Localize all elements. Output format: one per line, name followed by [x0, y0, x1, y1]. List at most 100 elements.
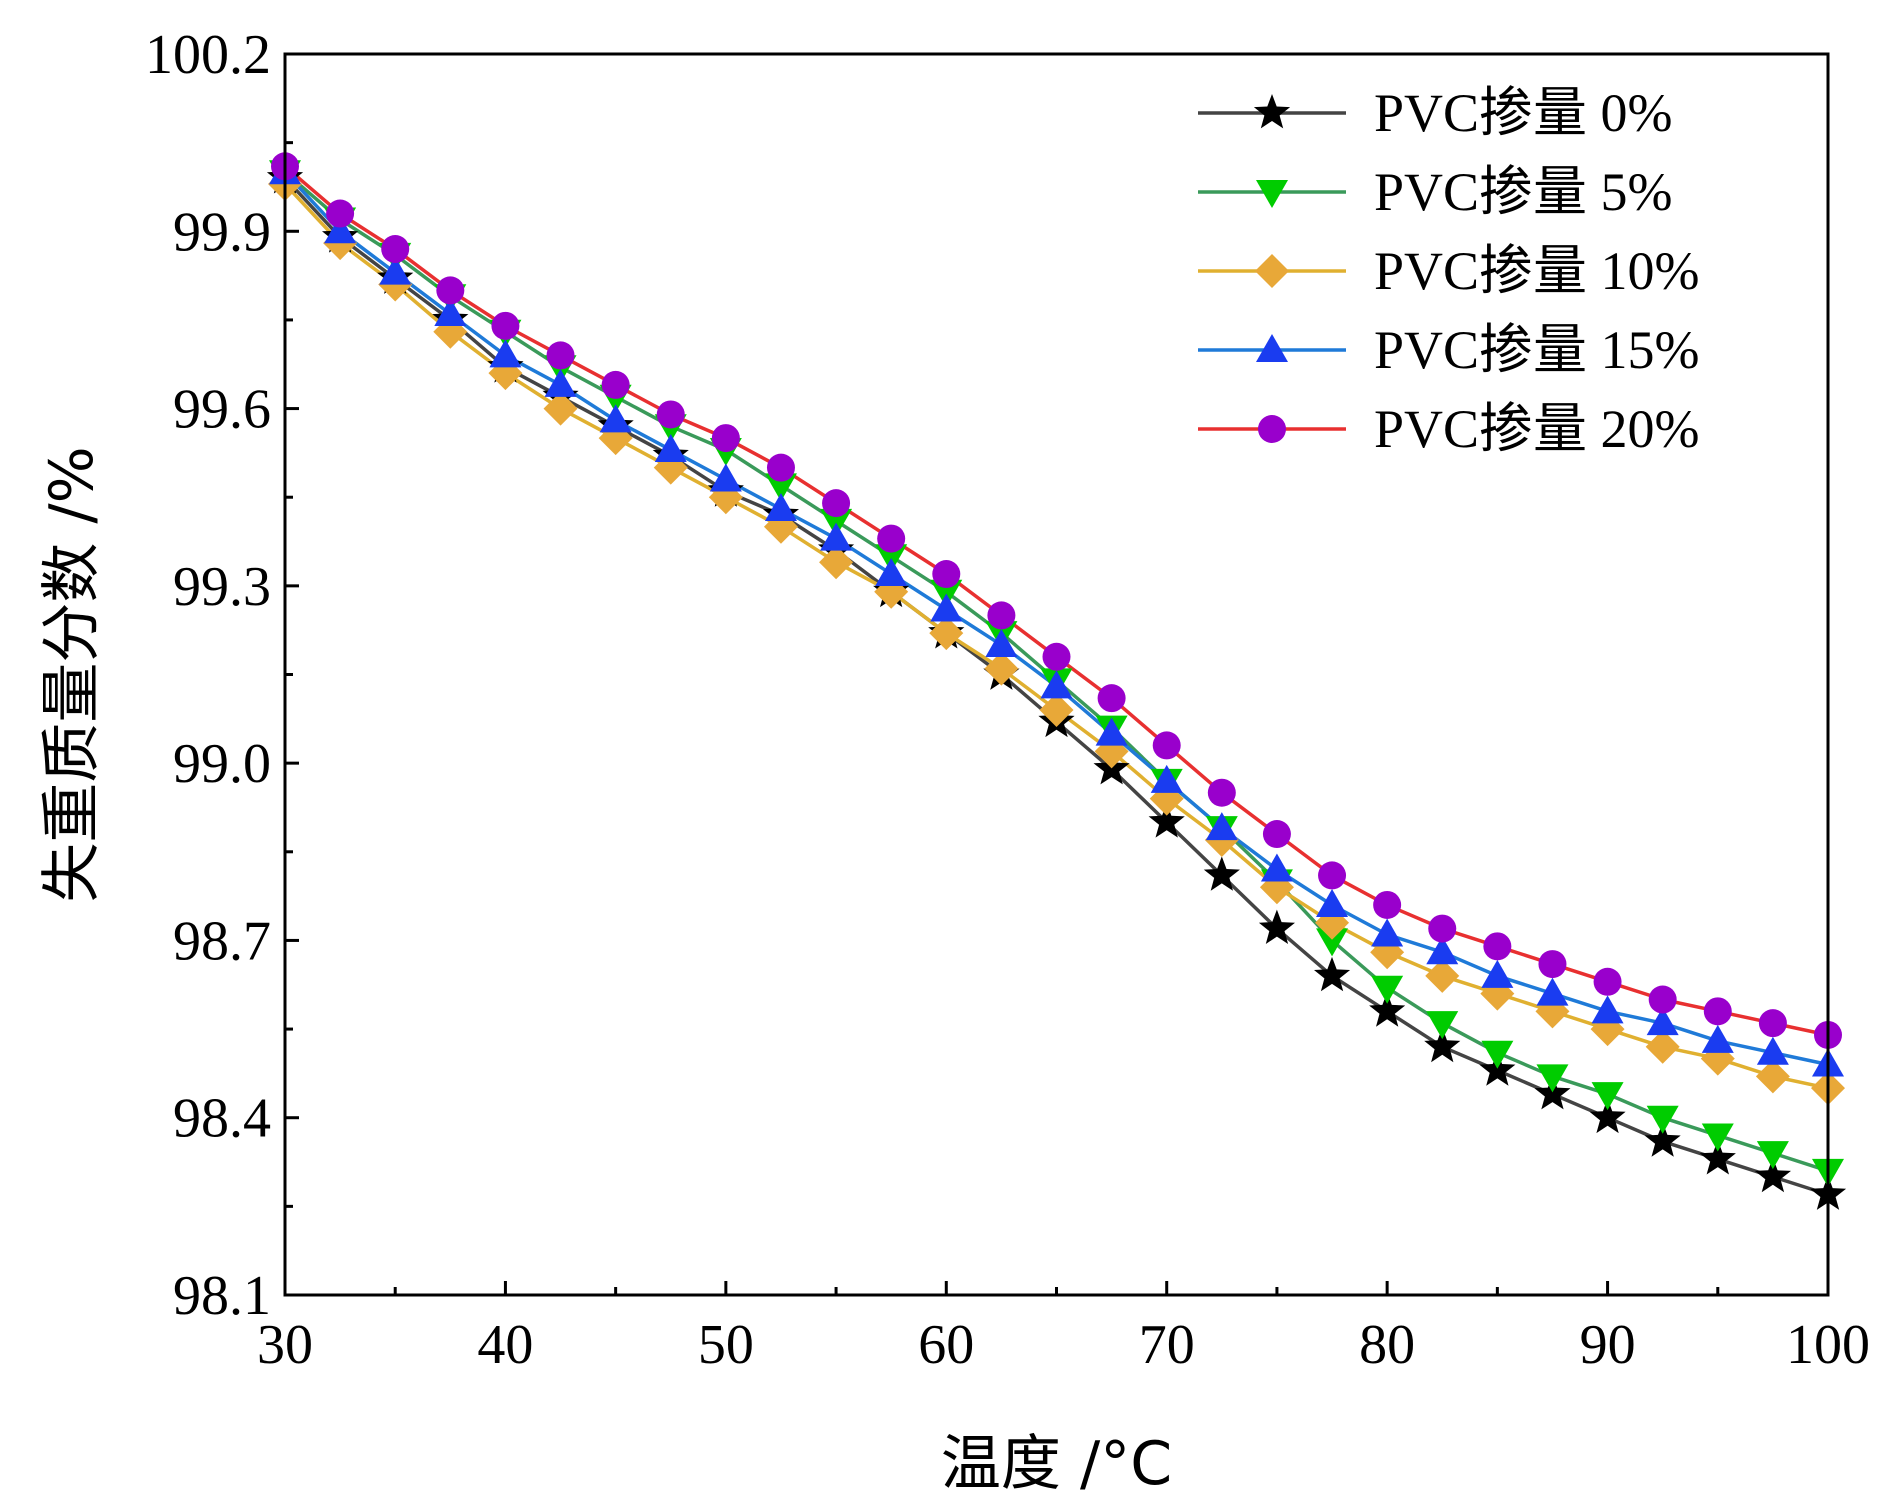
- data-point: [1369, 992, 1406, 1027]
- y-axis-title: 失重质量分数 /%: [37, 446, 107, 902]
- data-point: [1703, 997, 1732, 1026]
- x-tick-label: 80: [1359, 1314, 1415, 1376]
- data-point: [766, 453, 795, 482]
- data-point: [1150, 764, 1183, 793]
- data-point: [1591, 995, 1624, 1024]
- data-point: [820, 522, 853, 551]
- data-point: [1316, 928, 1349, 957]
- legend-item: PVC掺量 15%: [1198, 320, 1700, 380]
- data-point: [877, 524, 906, 553]
- data-point: [929, 616, 964, 651]
- data-point: [1481, 959, 1514, 988]
- data-point: [1314, 956, 1351, 992]
- data-point: [656, 400, 685, 429]
- data-point: [324, 215, 357, 244]
- data-point: [491, 311, 520, 340]
- x-axis-title: 温度 /°C: [941, 1429, 1172, 1499]
- data-point: [1754, 1157, 1791, 1193]
- data-point: [1756, 1036, 1789, 1065]
- data-point: [1645, 1029, 1680, 1064]
- data-point: [1756, 1141, 1789, 1170]
- y-tick-label: 100.2: [145, 24, 271, 86]
- data-point: [601, 370, 630, 399]
- data-point: [379, 256, 412, 285]
- legend-marker: [1258, 415, 1286, 443]
- data-point: [544, 368, 577, 397]
- data-point: [1152, 731, 1181, 760]
- x-tick-label: 50: [698, 1314, 754, 1376]
- data-point: [1262, 820, 1291, 849]
- y-tick-label: 99.3: [173, 556, 271, 618]
- data-point: [1589, 1098, 1626, 1134]
- legend-marker: [1256, 334, 1288, 362]
- data-point: [1426, 1011, 1459, 1040]
- data-point: [1699, 1140, 1736, 1175]
- data-point: [1538, 950, 1567, 979]
- data-point: [1483, 932, 1512, 961]
- legend-marker: [1255, 254, 1289, 288]
- data-point: [1425, 958, 1460, 993]
- data-point: [599, 404, 632, 433]
- x-tick-label: 60: [918, 1314, 974, 1376]
- data-point: [1095, 717, 1128, 746]
- data-point: [987, 601, 1016, 630]
- data-point: [1203, 856, 1240, 891]
- legend-item: PVC掺量 10%: [1198, 241, 1700, 301]
- data-point: [764, 493, 797, 522]
- legend-item: PVC掺量 0%: [1198, 83, 1673, 143]
- y-tick-label: 98.7: [173, 910, 271, 972]
- data-point: [1097, 684, 1126, 713]
- data-point: [546, 341, 575, 370]
- data-point: [1373, 890, 1402, 919]
- data-point: [1701, 1123, 1734, 1152]
- y-tick-label: 98.1: [173, 1265, 271, 1327]
- legend-label: PVC掺量 20%: [1374, 399, 1700, 459]
- y-tick-label: 99.0: [173, 733, 271, 795]
- legend-marker: [1256, 180, 1288, 208]
- data-point: [1371, 975, 1404, 1004]
- data-point: [326, 199, 355, 228]
- data-point: [1644, 1122, 1681, 1157]
- data-point: [1258, 909, 1295, 944]
- y-tick-label: 98.4: [173, 1088, 271, 1150]
- data-point: [1536, 1064, 1569, 1093]
- data-point: [543, 391, 578, 426]
- series-markers-3: [269, 156, 1844, 1077]
- data-point: [1040, 670, 1073, 699]
- data-point: [1646, 1105, 1679, 1134]
- x-tick-label: 30: [257, 1314, 313, 1376]
- data-point: [709, 463, 742, 492]
- legend-label: PVC掺量 0%: [1374, 83, 1673, 143]
- data-point: [1316, 888, 1349, 917]
- data-point: [1701, 1024, 1734, 1053]
- y-axis: 98.1 98.4 98.7 99.0 99.3 99.6 99.9 100.2: [145, 24, 299, 1327]
- plot-markers: [266, 152, 1847, 1210]
- data-point: [1207, 778, 1236, 807]
- data-point: [1260, 853, 1293, 882]
- legend-marker: [1253, 94, 1291, 129]
- data-point: [764, 473, 797, 502]
- data-point: [1648, 985, 1677, 1014]
- legend-label: PVC掺量 15%: [1374, 320, 1700, 380]
- legend: PVC掺量 0% PVC掺量 5% PVC掺量 10% PVC掺量 15% PVC掺量 …: [1198, 83, 1700, 459]
- data-point: [1428, 914, 1457, 943]
- y-tick-label: 99.6: [173, 379, 271, 441]
- series-markers-4: [271, 152, 1842, 1049]
- data-point: [984, 651, 1019, 686]
- legend-item: PVC掺量 20%: [1198, 399, 1700, 459]
- x-tick-label: 40: [477, 1314, 533, 1376]
- data-point: [489, 339, 522, 368]
- data-point: [1148, 803, 1185, 838]
- data-point: [1755, 1059, 1790, 1094]
- data-point: [1039, 692, 1074, 727]
- data-point: [1205, 812, 1238, 841]
- data-point: [654, 433, 687, 462]
- data-point: [436, 276, 465, 305]
- data-point: [434, 298, 467, 327]
- data-point: [1371, 918, 1404, 947]
- data-point: [1481, 1040, 1514, 1069]
- data-point: [1758, 1009, 1787, 1038]
- x-tick-label: 70: [1139, 1314, 1195, 1376]
